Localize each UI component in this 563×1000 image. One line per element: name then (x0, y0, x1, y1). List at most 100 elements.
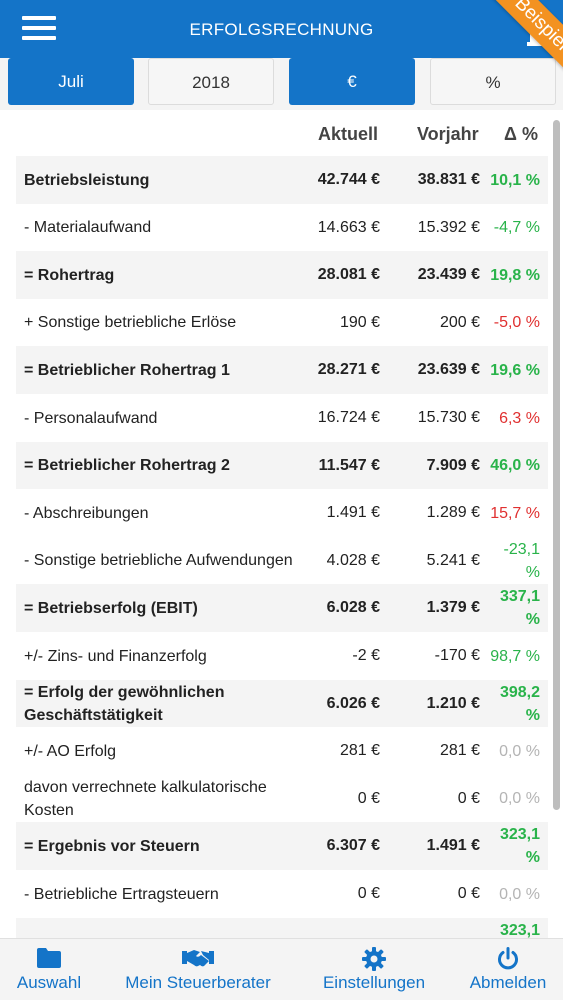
table-row: = Betriebserfolg (EBIT) 6.028 € 1.379 € 337… (16, 584, 548, 632)
row-value-current: 0 € (357, 885, 380, 902)
row-label: - Betriebliche Ertragsteuern (24, 886, 219, 903)
hamburger-menu-icon[interactable] (22, 16, 56, 42)
table-row: = Betrieblicher Rohertrag 1 28.271 € 23.63… (16, 346, 548, 394)
row-delta-percent: 398,2 % (499, 684, 540, 724)
table-row: = Rohertrag 28.081 € 23.439 € 19,8 % (16, 251, 548, 299)
row-delta-percent: 10,1 % (490, 172, 540, 189)
row-value-current: 6.026 € (326, 695, 380, 712)
table-row: +/- AO Erfolg 281 € 281 € 0,0 % (16, 727, 548, 775)
row-label: - Sonstige betriebliche Aufwendungen (24, 552, 293, 569)
table-row: +/- Zins- und Finanzerfolg -2 € -170 € 98,7… (16, 632, 548, 680)
row-value-previous: -170 € (434, 647, 480, 664)
row-value-current: 6.307 € (326, 837, 380, 854)
row-value-previous: 38.831 € (417, 171, 480, 188)
row-label: = Betrieblicher Rohertrag 1 (24, 362, 230, 379)
row-value-current: 14.663 € (317, 219, 380, 236)
row-label: = Erfolg der gewöhnlichen Geschäftstätig… (24, 684, 225, 724)
currency-toggle[interactable]: € (289, 58, 415, 105)
row-label: Betriebsleistung (24, 172, 150, 189)
bottom-navigation: Auswahl Mein Steuerberater (0, 938, 563, 1000)
row-delta-percent: -4,7 % (493, 219, 540, 236)
row-delta-percent: -5,0 % (493, 314, 540, 331)
table-row: - Materialaufwand 14.663 € 15.392 € -4,7 % (16, 204, 548, 251)
row-value-previous: 15.730 € (417, 409, 480, 426)
row-value-current: 28.081 € (317, 266, 380, 283)
row-delta-percent: 337,1 % (499, 588, 540, 628)
row-value-previous: 23.439 € (417, 266, 480, 283)
row-value-previous: 15.392 € (417, 219, 480, 236)
table-row: davon verrechnete kalkulatorische Kosten… (16, 775, 548, 822)
row-delta-percent: 15,7 % (490, 505, 540, 522)
table-row: + Sonstige betriebliche Erlöse 190 € 200 €… (16, 299, 548, 346)
table-header: Aktuell Vorjahr Δ % (16, 110, 548, 156)
row-value-current: 42.744 € (317, 171, 380, 188)
table-row: - Sonstige betriebliche Aufwendungen 4.02… (16, 537, 548, 584)
folder-icon (37, 948, 61, 968)
nav-item-auswahl[interactable]: Auswahl (6, 939, 92, 1000)
row-value-current: 6.028 € (326, 599, 380, 616)
row-value-previous: 281 € (439, 742, 480, 759)
nav-item-abmelden[interactable]: Abmelden (462, 939, 554, 1000)
row-label: = Betriebserfolg (EBIT) (24, 600, 198, 617)
table-row: - Abschreibungen 1.491 € 1.289 € 15,7 % (16, 489, 548, 537)
table-row: Betriebsleistung 42.744 € 38.831 € 10,1 % (16, 156, 548, 204)
column-header-current: Aktuell (318, 124, 379, 144)
scrollbar[interactable] (553, 120, 560, 810)
row-label: - Abschreibungen (24, 505, 149, 522)
month-selector[interactable]: Juli (8, 58, 134, 105)
page-title: ERFOLGSRECHNUNG (189, 20, 374, 39)
row-delta-percent: -23,1 % (503, 541, 540, 581)
row-value-current: 0 € (357, 790, 380, 807)
row-label: - Personalaufwand (24, 410, 158, 427)
row-label: +/- AO Erfolg (24, 743, 117, 760)
row-delta-percent: 98,7 % (490, 648, 540, 665)
row-label: = Rohertrag (24, 267, 115, 284)
row-value-current: 16.724 € (317, 409, 380, 426)
handshake-icon (182, 950, 214, 967)
row-value-current: -2 € (352, 647, 380, 664)
filter-bar: Juli 2018 € % (0, 58, 563, 110)
row-value-current: 11.547 € (318, 457, 380, 474)
nav-label-abmelden: Abmelden (469, 973, 547, 992)
row-delta-percent: 0,0 % (499, 886, 540, 903)
table-row: = Betrieblicher Rohertrag 2 11.547 € 7.909… (16, 442, 548, 489)
row-value-previous: 1.289 € (426, 504, 480, 521)
nav-label-einstellungen: Einstellungen (322, 973, 426, 992)
table-row: - Personalaufwand 16.724 € 15.730 € 6,3 % (16, 394, 548, 442)
row-value-current: 1.491 € (326, 504, 380, 521)
row-value-current: 281 € (339, 742, 380, 759)
row-label: +/- Zins- und Finanzerfolg (24, 648, 207, 665)
row-label: + Sonstige betriebliche Erlöse (24, 314, 237, 331)
power-icon (498, 947, 518, 970)
row-delta-percent: 0,0 % (499, 743, 540, 760)
row-delta-percent: 19,8 % (490, 267, 540, 284)
row-value-previous: 0 € (457, 885, 480, 902)
row-delta-percent: 6,3 % (499, 410, 540, 427)
column-header-delta: Δ % (504, 124, 538, 144)
row-value-previous: 23.639 € (417, 361, 480, 378)
row-delta-percent: 0,0 % (499, 790, 540, 807)
nav-item-steuerberater[interactable]: Mein Steuerberater (118, 939, 278, 1000)
row-value-current: 4.028 € (326, 552, 380, 569)
row-delta-percent: 19,6 % (490, 362, 540, 379)
income-statement-table: Aktuell Vorjahr Δ % Betriebsleistung 42.7… (16, 110, 548, 938)
row-label: - Materialaufwand (24, 219, 152, 236)
row-delta-percent: 323,1 % (499, 922, 540, 938)
year-selector[interactable]: 2018 (148, 58, 274, 105)
row-value-previous: 1.210 € (426, 695, 480, 712)
table-row: 323,1 % (16, 918, 548, 938)
row-value-previous: 5.241 € (426, 552, 480, 569)
row-delta-percent: 323,1 % (499, 826, 540, 866)
row-label: = Betrieblicher Rohertrag 2 (24, 457, 230, 474)
row-value-previous: 1.379 € (426, 599, 480, 616)
table-row: = Erfolg der gewöhnlichen Geschäftstätig… (16, 680, 548, 727)
column-header-previous: Vorjahr (417, 124, 479, 144)
nav-item-einstellungen[interactable]: Einstellungen (316, 939, 432, 1000)
row-value-previous: 0 € (457, 790, 480, 807)
percent-toggle[interactable]: % (430, 58, 556, 105)
table-row: - Betriebliche Ertragsteuern 0 € 0 € 0,0 % (16, 870, 548, 918)
table-row: = Ergebnis vor Steuern 6.307 € 1.491 € 323,… (16, 822, 548, 870)
nav-label-auswahl: Auswahl (16, 973, 82, 992)
nav-label-steuerberater: Mein Steuerberater (125, 973, 271, 992)
